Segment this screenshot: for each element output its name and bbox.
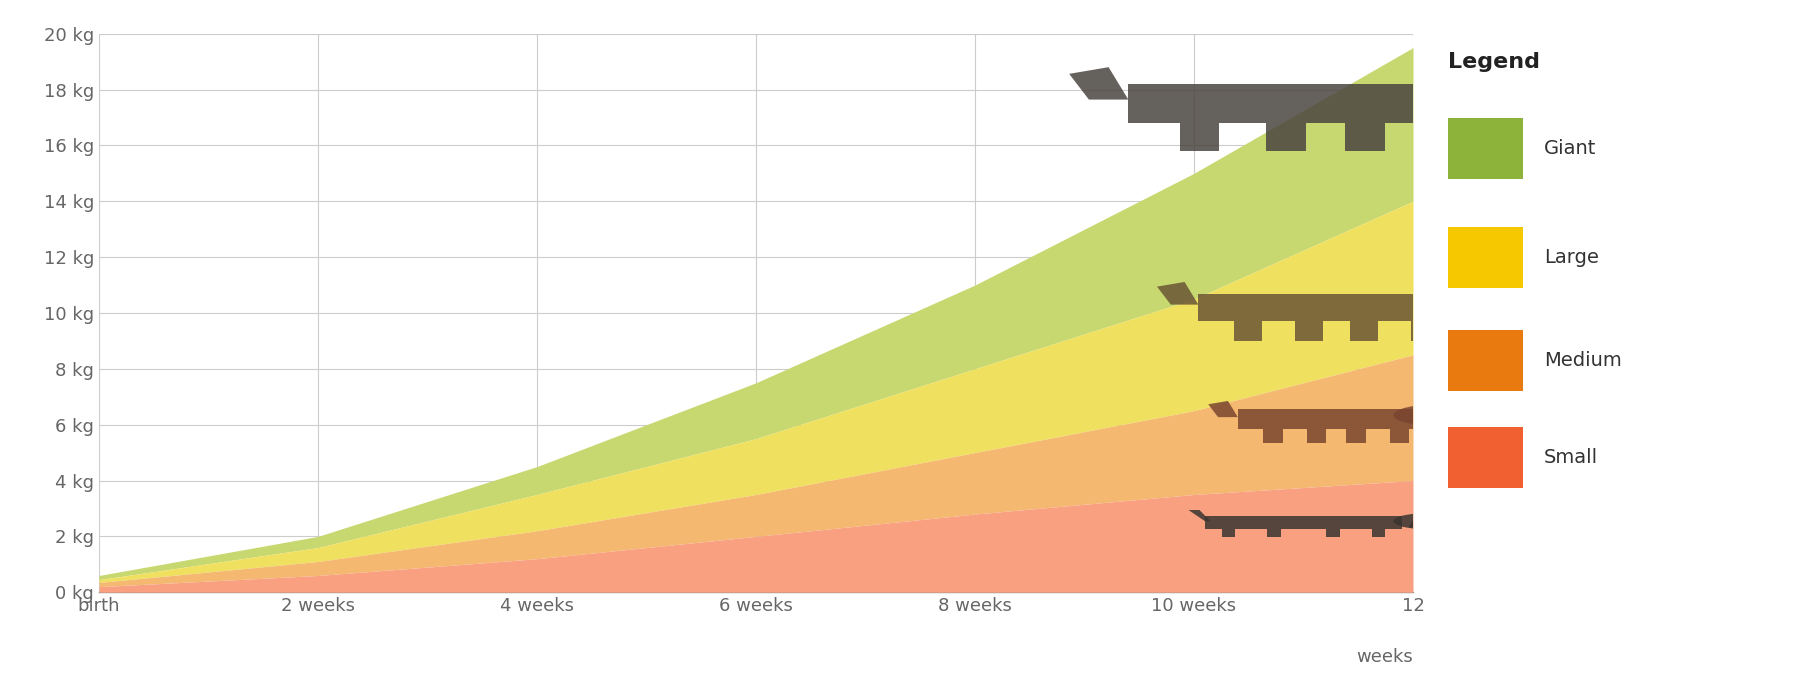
- Polygon shape: [1463, 297, 1503, 316]
- Text: weeks: weeks: [1355, 648, 1413, 666]
- Text: Legend: Legend: [1447, 52, 1541, 72]
- Polygon shape: [1431, 123, 1471, 151]
- Polygon shape: [1069, 67, 1129, 100]
- Polygon shape: [1440, 75, 1606, 117]
- Bar: [1447, 118, 1523, 179]
- Polygon shape: [1294, 321, 1323, 341]
- Polygon shape: [1346, 429, 1366, 443]
- Polygon shape: [1411, 321, 1438, 341]
- Text: Medium: Medium: [1544, 351, 1622, 370]
- Polygon shape: [1327, 528, 1339, 537]
- Polygon shape: [1129, 84, 1523, 123]
- Bar: [1447, 330, 1523, 391]
- Bar: [1447, 427, 1523, 488]
- Polygon shape: [1427, 412, 1456, 425]
- Text: Large: Large: [1544, 248, 1598, 267]
- Polygon shape: [1208, 401, 1238, 417]
- Bar: [1447, 227, 1523, 288]
- Polygon shape: [1265, 123, 1305, 151]
- Polygon shape: [1393, 404, 1476, 426]
- Polygon shape: [1235, 321, 1262, 341]
- Polygon shape: [1433, 520, 1451, 524]
- Polygon shape: [1390, 429, 1409, 443]
- Polygon shape: [1222, 528, 1235, 537]
- Text: Giant: Giant: [1544, 139, 1597, 158]
- Polygon shape: [1188, 510, 1210, 521]
- Text: Small: Small: [1544, 448, 1598, 467]
- Polygon shape: [1157, 282, 1199, 305]
- Polygon shape: [1393, 513, 1454, 529]
- Polygon shape: [1489, 84, 1555, 106]
- Polygon shape: [1199, 293, 1474, 321]
- Polygon shape: [1418, 409, 1451, 421]
- Polygon shape: [1345, 123, 1384, 151]
- Polygon shape: [1409, 518, 1429, 528]
- Polygon shape: [1417, 287, 1532, 317]
- Polygon shape: [1307, 429, 1327, 443]
- Polygon shape: [1204, 516, 1402, 528]
- Polygon shape: [1451, 293, 1498, 310]
- Polygon shape: [1507, 90, 1564, 115]
- Polygon shape: [1267, 528, 1280, 537]
- Polygon shape: [1179, 123, 1219, 151]
- Polygon shape: [1264, 429, 1283, 443]
- Polygon shape: [1238, 409, 1435, 429]
- Polygon shape: [1372, 528, 1384, 537]
- Polygon shape: [1350, 321, 1377, 341]
